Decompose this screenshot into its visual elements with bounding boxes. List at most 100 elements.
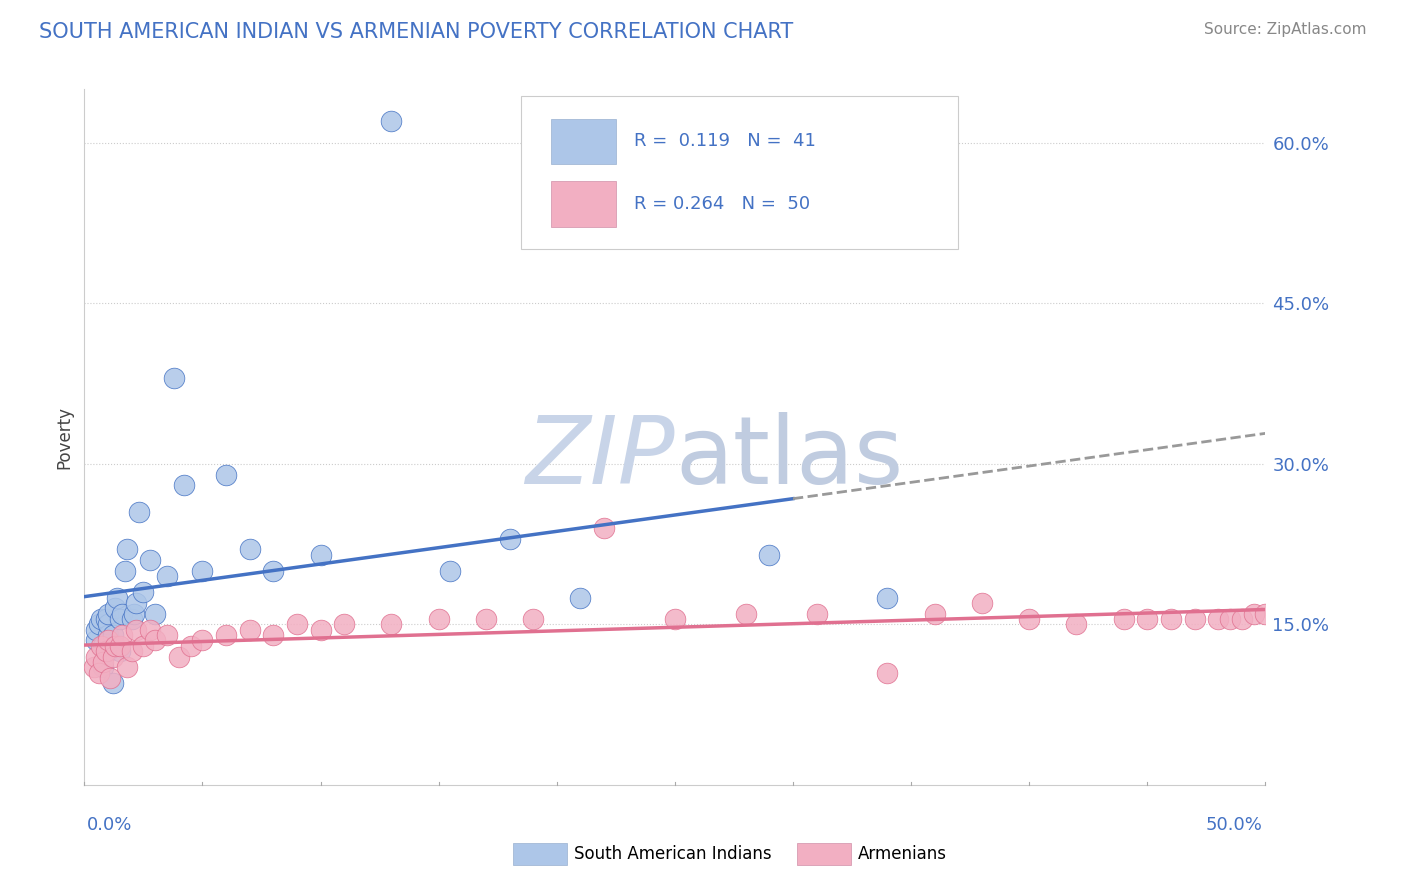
Point (262, 628, 284, 642)
Point (380, 617, 402, 632)
Point (215, 628, 238, 642)
Point (806, 607, 828, 621)
Text: ZIP: ZIP (526, 412, 675, 503)
Text: Armenians: Armenians (858, 845, 946, 863)
Point (101, 628, 124, 642)
Point (108, 644, 131, 658)
Point (239, 542, 262, 557)
Point (498, 532, 520, 546)
Point (91, 655, 114, 669)
Point (167, 649, 190, 664)
Point (122, 607, 145, 621)
Point (101, 649, 124, 664)
Point (156, 628, 179, 642)
Point (90, 639, 112, 653)
Point (125, 596, 148, 610)
Point (163, 371, 186, 385)
Point (262, 564, 284, 578)
Point (593, 521, 616, 535)
Point (111, 628, 134, 642)
Point (1184, 612, 1206, 626)
Point (143, 633, 166, 648)
Point (108, 612, 131, 626)
Point (1206, 612, 1229, 626)
FancyBboxPatch shape (522, 96, 959, 249)
Point (107, 591, 129, 605)
Point (1254, 607, 1277, 621)
Point (97, 633, 120, 648)
Point (876, 591, 898, 605)
Point (1243, 607, 1265, 621)
Point (1112, 612, 1135, 626)
Point (84, 623, 107, 637)
Text: Source: ZipAtlas.com: Source: ZipAtlas.com (1204, 22, 1367, 37)
Text: 0.0%: 0.0% (87, 815, 132, 833)
Point (94, 612, 117, 626)
Point (84, 649, 107, 664)
Point (475, 612, 498, 626)
Point (380, 114, 402, 128)
Point (143, 607, 166, 621)
Point (108, 639, 131, 653)
Point (101, 676, 124, 690)
Point (180, 639, 202, 653)
Point (104, 601, 127, 615)
Point (569, 591, 592, 605)
Point (132, 639, 155, 653)
Point (522, 612, 544, 626)
Point (924, 607, 946, 621)
Text: atlas: atlas (675, 412, 903, 504)
Point (97, 644, 120, 658)
Point (128, 505, 150, 519)
Point (876, 665, 898, 680)
Point (191, 633, 214, 648)
Point (309, 548, 332, 562)
Text: SOUTH AMERICAN INDIAN VS ARMENIAN POVERTY CORRELATION CHART: SOUTH AMERICAN INDIAN VS ARMENIAN POVERT… (39, 22, 793, 42)
FancyBboxPatch shape (551, 119, 616, 164)
Point (132, 585, 155, 599)
Point (115, 542, 138, 557)
Point (87, 665, 110, 680)
Point (734, 607, 756, 621)
Point (97, 628, 120, 642)
Point (91, 639, 114, 653)
Point (104, 639, 127, 653)
Point (156, 569, 179, 583)
Text: R =  0.119   N =  41: R = 0.119 N = 41 (634, 132, 815, 151)
Point (139, 553, 162, 567)
Point (333, 617, 356, 632)
Point (1160, 612, 1182, 626)
Point (114, 564, 136, 578)
FancyBboxPatch shape (551, 181, 616, 227)
Point (121, 644, 143, 658)
Point (1018, 612, 1040, 626)
Point (1219, 612, 1241, 626)
Point (285, 617, 308, 632)
Point (173, 478, 195, 492)
Point (1066, 617, 1088, 632)
Point (664, 612, 686, 626)
Point (91, 660, 114, 674)
Point (215, 467, 238, 482)
Point (1136, 612, 1159, 626)
Text: R = 0.264   N =  50: R = 0.264 N = 50 (634, 195, 810, 213)
Point (139, 623, 162, 637)
Point (758, 548, 780, 562)
Point (309, 623, 332, 637)
Point (1230, 612, 1253, 626)
Point (84, 633, 107, 648)
Point (97, 607, 120, 621)
Point (90, 612, 112, 626)
Point (98, 671, 121, 685)
Point (191, 564, 214, 578)
Point (97, 617, 120, 632)
Point (439, 564, 461, 578)
Point (121, 612, 143, 626)
Point (115, 660, 138, 674)
Point (239, 623, 262, 637)
Point (94, 644, 117, 658)
Point (83, 660, 105, 674)
Point (125, 623, 148, 637)
Point (427, 612, 450, 626)
Point (87, 617, 110, 632)
